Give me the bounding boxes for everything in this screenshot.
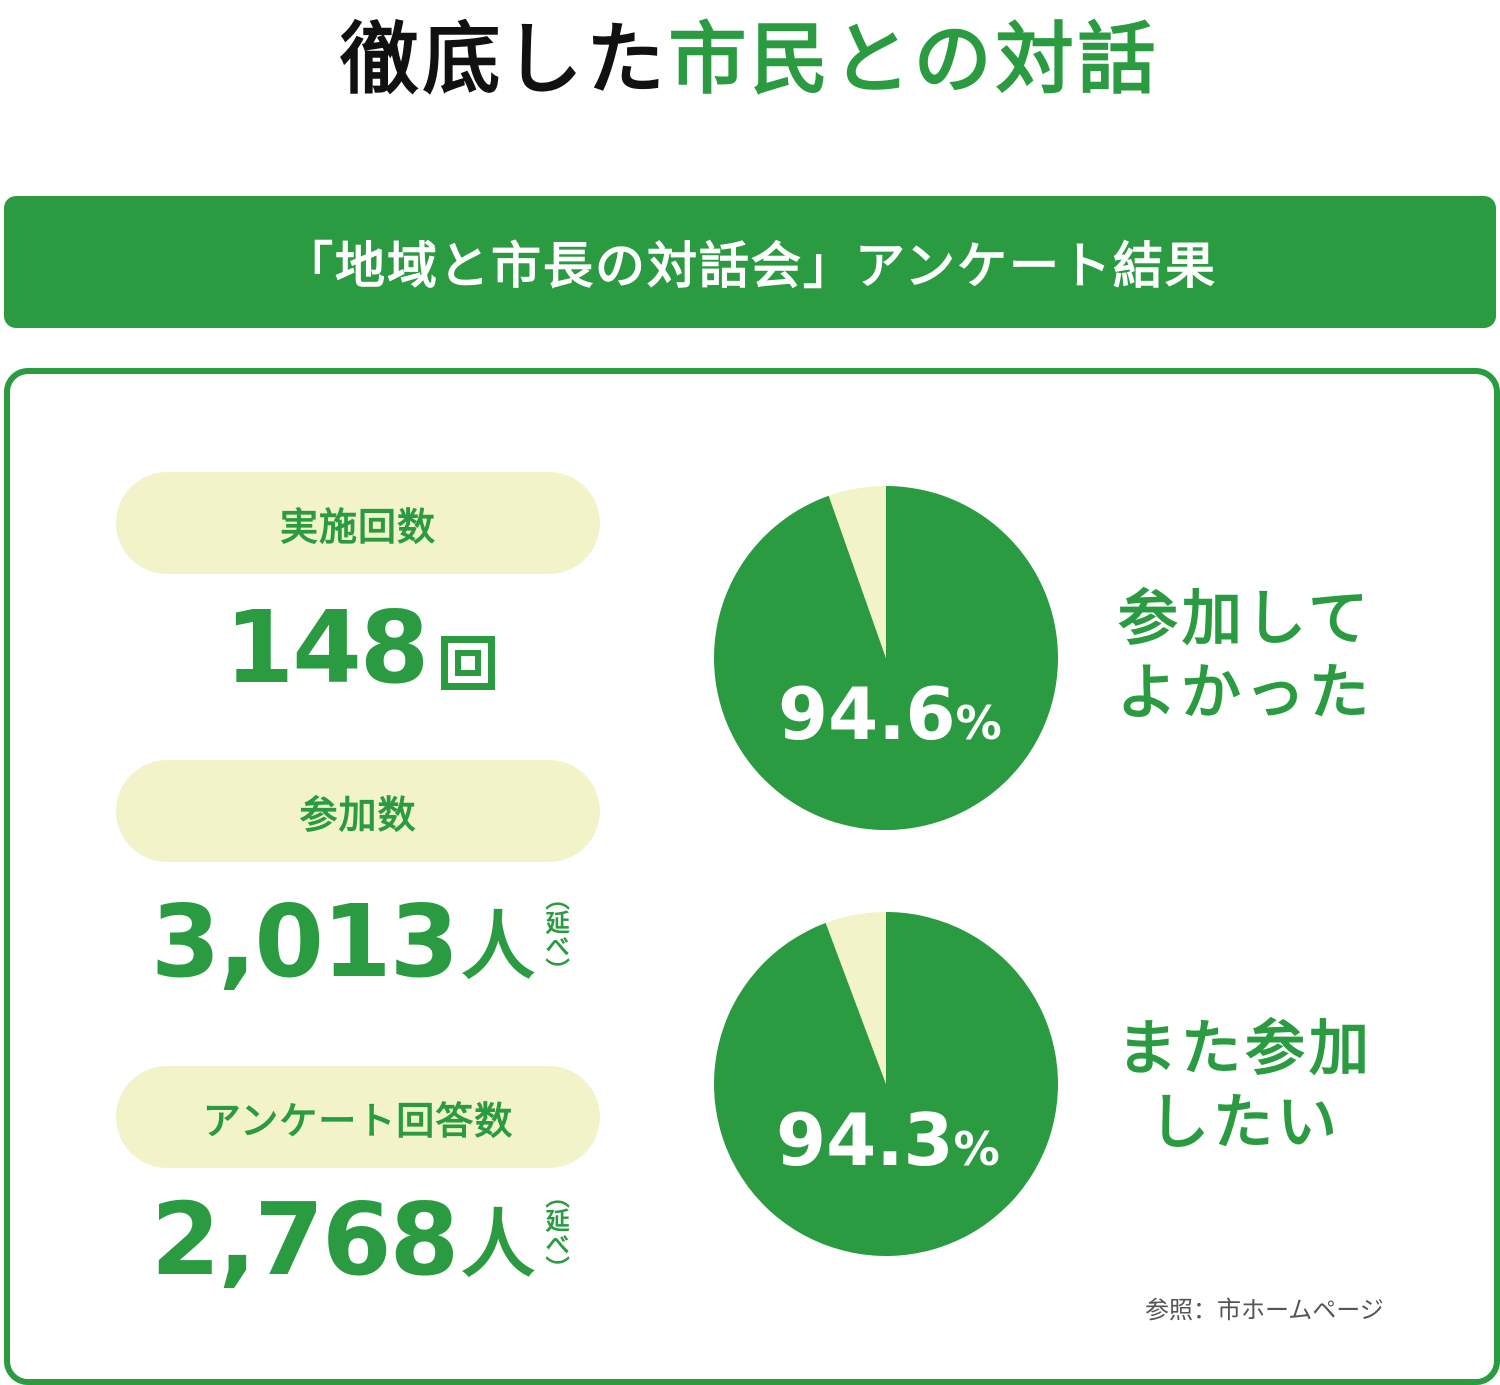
pie-caption-glad-attended: 参加して よかった — [1100, 582, 1390, 730]
pie-caption-glad-line1: 参加して — [1117, 584, 1373, 654]
pie-label-attend-again: 94.3% — [776, 1098, 1000, 1182]
stat-participants-value: 3,013 — [150, 883, 459, 1000]
pie-label-glad-attended: 94.6% — [778, 672, 1002, 756]
banner-text: 「地域と市長の対話会」アンケート結果 — [283, 237, 1217, 295]
pie-chart-attend-again — [714, 912, 1058, 1256]
label-pill-participants: 参加数 — [116, 760, 600, 862]
source-note: 参照：市ホームページ — [1145, 1296, 1384, 1324]
stat-responses-note: （延べ） — [541, 1184, 570, 1280]
stat-responses-value: 2,768 — [150, 1181, 459, 1298]
pie-caption-again-line2: したい — [1149, 1088, 1341, 1158]
label-pill-responses: アンケート回答数 — [116, 1066, 600, 1168]
pie-label-glad-unit: % — [955, 696, 1002, 750]
label-pill-sessions: 実施回数 — [116, 472, 600, 574]
stat-participants-unit: 人 — [461, 904, 536, 990]
stat-sessions-value: 148 — [224, 589, 430, 706]
pie-caption-attend-again: また参加 したい — [1100, 1012, 1390, 1160]
unit-kai-glyph — [455, 650, 482, 676]
pie-slice-1-1 — [825, 912, 886, 1084]
stat-sessions-unit — [441, 636, 496, 690]
pie-caption-glad-line2: よかった — [1117, 658, 1373, 728]
pie-slice-0-1 — [828, 486, 886, 658]
stat-responses: 2,768 人 （延べ） — [110, 1180, 610, 1290]
stat-participants-note: （延べ） — [541, 886, 570, 982]
pie-caption-again-line1: また参加 — [1117, 1014, 1373, 1084]
stat-responses-unit: 人 — [461, 1202, 536, 1288]
pie-chart-glad-attended — [714, 486, 1058, 830]
stat-sessions: 148 — [110, 588, 610, 698]
pie-label-again-value: 94.3 — [776, 1098, 954, 1182]
stat-participants: 3,013 人 （延べ） — [110, 882, 610, 992]
title-part-green: 市民との対話 — [668, 15, 1160, 105]
survey-banner: 「地域と市長の対話会」アンケート結果 — [4, 196, 1496, 328]
pie-label-glad-value: 94.6 — [778, 672, 956, 756]
title-part-dark: 徹底した — [340, 15, 669, 105]
page-title: 徹底した市民との対話 — [0, 10, 1500, 110]
pie-label-again-unit: % — [953, 1122, 1000, 1176]
